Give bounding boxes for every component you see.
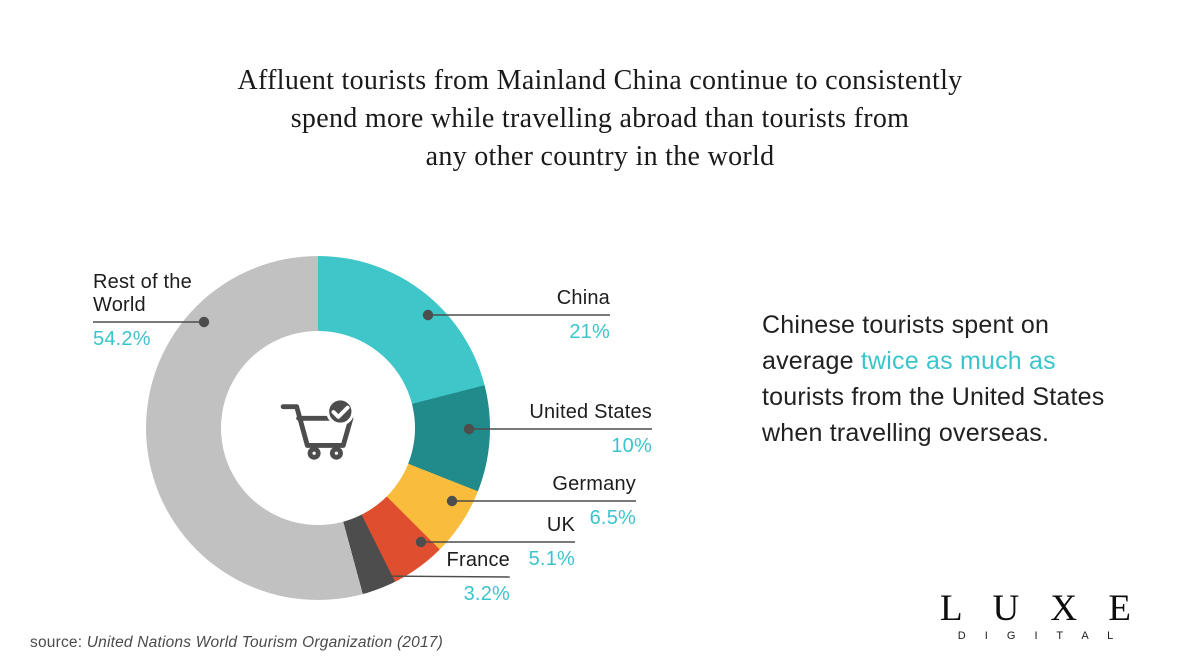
slice-percent: 3.2% — [463, 583, 510, 605]
callout-highlight: twice as much as — [860, 347, 1056, 375]
shopping-cart-check-icon — [280, 397, 355, 460]
luxe-logo: L U X E D I G I T A L — [929, 588, 1142, 643]
callout-part2: tourists from the United States when tra… — [762, 383, 1105, 447]
slice-name: UK — [546, 514, 575, 536]
slice-percent: 21% — [569, 321, 610, 343]
logo-subtitle: D I G I T A L — [957, 630, 1122, 642]
slice-name: France — [446, 549, 510, 571]
slice-name: United States — [529, 401, 652, 423]
slice-name: China — [556, 287, 610, 309]
callout-text: Chinese tourists spent on average twice … — [762, 307, 1118, 451]
callout-part1: Chinese tourists spent on average — [762, 311, 1050, 375]
leader-lines-layer — [93, 309, 652, 582]
logo-wordmark: L U X E — [939, 588, 1142, 629]
source-prefix: source: — [30, 634, 83, 651]
slice-percent: 5.1% — [528, 548, 575, 570]
slice-percent: 54.2% — [93, 328, 151, 350]
donut-hole — [221, 331, 415, 525]
slice-name: Germany — [552, 473, 636, 495]
slice-percent: 6.5% — [589, 507, 636, 529]
source-note: source: United Nations World Tourism Org… — [30, 634, 443, 652]
page-title: Affluent tourists from Mainland China co… — [237, 65, 963, 172]
slice-name: Rest of the World — [93, 271, 192, 316]
slice-percent: 10% — [611, 435, 652, 457]
source-text: United Nations World Tourism Organizatio… — [82, 634, 443, 651]
donut-chart: China 21% United States 10% Germany 6.5%… — [80, 250, 680, 615]
